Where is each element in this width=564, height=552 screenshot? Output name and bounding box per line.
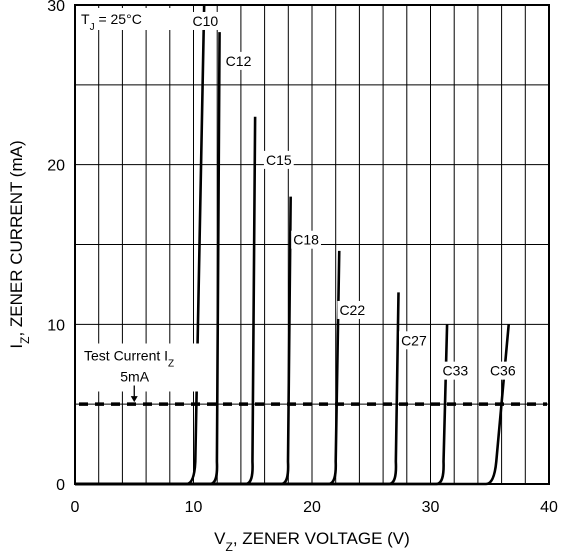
y-axis-title-rest: , ZENER CURRENT (mA) <box>7 140 26 336</box>
temperature-note-sub: J <box>90 22 95 33</box>
curve-label-c15: C15 <box>266 152 292 168</box>
x-axis-title-sub: Z <box>226 540 233 552</box>
test-current-arrow-head <box>130 396 138 403</box>
curve-label-c27: C27 <box>401 332 427 348</box>
x-tick-label: 40 <box>540 499 558 516</box>
test-current-note-sub: Z <box>168 358 174 369</box>
y-tick-label: 10 <box>47 317 65 334</box>
y-axis-title-sub: Z <box>18 337 32 344</box>
curve-c15 <box>75 116 257 486</box>
curve-label-c36: C36 <box>490 363 516 379</box>
x-axis-title: VZ, ZENER VOLTAGE (V) <box>214 529 410 552</box>
tick-labels: 0 10 20 30 40 0 10 20 30 <box>47 0 558 516</box>
temperature-note-rest: = 25°C <box>95 11 142 27</box>
y-tick-label: 0 <box>56 477 65 494</box>
y-axis-title: IZ, ZENER CURRENT (mA) <box>7 140 32 348</box>
temperature-note-main: T <box>81 11 90 27</box>
curve-label-bg <box>337 300 368 319</box>
curve-c12 <box>75 32 221 486</box>
curve-label-bg <box>190 11 221 30</box>
x-tick-label: 20 <box>303 499 321 516</box>
test-current-note-main: Test Current I <box>84 347 168 363</box>
curve-c18 <box>75 196 292 486</box>
x-tick-label: 10 <box>185 499 203 516</box>
curve-label-c18: C18 <box>293 232 319 248</box>
curve-label-c12: C12 <box>226 53 252 69</box>
curve-label-bg <box>263 150 294 169</box>
curve-label-bg <box>399 331 429 350</box>
curve-labels: C10 C12 C15 C18 C22 C27 C33 C36 <box>190 11 518 380</box>
y-tick-label: 30 <box>47 0 65 15</box>
y-axis-title-main: I <box>7 344 26 349</box>
test-current-note: Test Current IZ <box>84 347 174 369</box>
test-current-note-bg <box>82 343 200 392</box>
curve-label-c33: C33 <box>443 363 469 379</box>
curve-label-c22: C22 <box>339 302 365 318</box>
x-axis-title-main: V <box>214 529 226 548</box>
x-axis-title-rest: , ZENER VOLTAGE (V) <box>233 529 410 548</box>
curve-label-bg <box>440 361 471 380</box>
curve-label-bg <box>487 361 518 380</box>
test-current-value: 5mA <box>120 368 149 384</box>
curve-label-bg <box>223 51 254 70</box>
plot-frame <box>74 4 550 485</box>
y-tick-label: 20 <box>47 158 65 175</box>
curve-label-bg <box>291 230 321 249</box>
temperature-note: TJ = 25°C <box>81 11 142 33</box>
curve-label-c10: C10 <box>193 13 219 29</box>
x-tick-label: 30 <box>422 499 440 516</box>
x-tick-label: 0 <box>71 499 80 516</box>
temperature-note-bg <box>79 8 171 30</box>
